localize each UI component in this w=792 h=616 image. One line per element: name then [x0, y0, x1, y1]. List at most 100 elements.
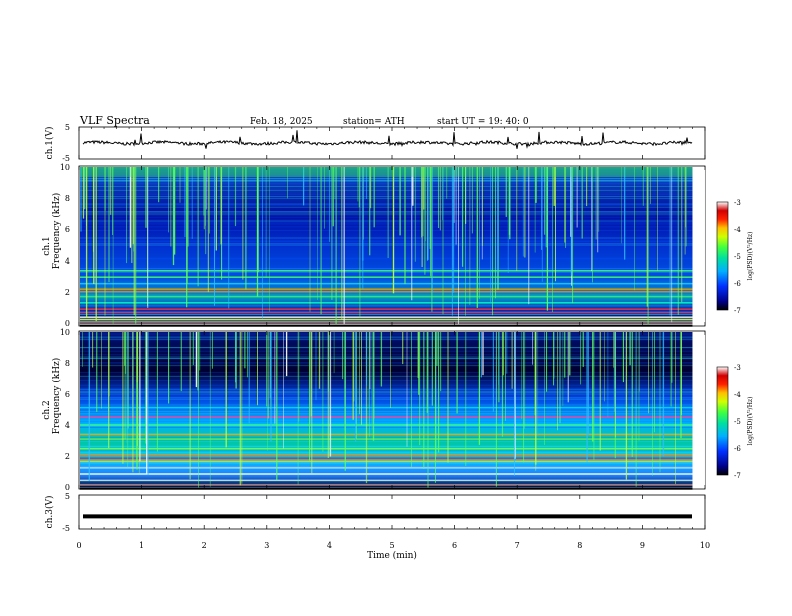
band-texture-41 [80, 317, 693, 319]
band-texture-49 [80, 169, 693, 171]
ch2-freq-tick-10: 10 [60, 328, 70, 337]
band-texture-0 [80, 347, 693, 349]
ch1-spectrogram-image [80, 167, 705, 327]
band-texture-31 [80, 244, 693, 246]
band-texture-22 [80, 335, 693, 337]
figure-start-ut: start UT = 19: 40: 0 [437, 117, 529, 127]
band-texture-4 [80, 389, 693, 391]
band-texture-7 [80, 426, 693, 428]
band-texture-5 [80, 462, 693, 463]
spectral-line-4 [80, 438, 693, 440]
band-texture-40 [80, 211, 693, 213]
ch1-waveform-trace [82, 130, 693, 149]
band-texture-33 [80, 241, 693, 242]
ch2-freq-tick-2: 2 [65, 452, 70, 461]
band-texture-20 [80, 362, 693, 363]
band-texture-51 [80, 178, 693, 180]
time-tick-label-2: 2 [202, 541, 207, 550]
ch2-freq-tick-8: 8 [65, 359, 70, 368]
band-texture-45 [80, 237, 693, 239]
spectral-line-3 [80, 318, 693, 321]
ch1-cbar-tick-m6: -6 [734, 280, 741, 288]
spectral-line-9 [80, 466, 693, 469]
ch1-cbar-tick-m5: -5 [734, 253, 741, 261]
band-texture-24 [80, 439, 693, 441]
ch1-cbar-tick-m3: -3 [734, 199, 741, 207]
band-texture-24 [80, 322, 693, 324]
band-texture-37 [80, 293, 693, 295]
spectral-line-5 [80, 323, 693, 326]
band-texture-10 [80, 433, 693, 435]
figure-station: station= ATH [343, 117, 405, 127]
ch1-freq-tick-10: 10 [60, 163, 70, 172]
ch1-freq-tick-8: 8 [65, 194, 70, 203]
time-tick-label-7: 7 [515, 541, 520, 550]
band-texture-8 [80, 178, 693, 180]
spectral-line-0 [80, 308, 693, 310]
ch1-colorbar-label: log(PSD)(V²/Hz) [747, 232, 754, 281]
no-data-area [692, 167, 705, 325]
ch1-ytick-bottom: -5 [62, 154, 70, 163]
band-texture-32 [80, 186, 693, 187]
band-texture-38 [80, 358, 693, 359]
ch1-cbar-tick-m7: -7 [734, 307, 741, 315]
band-texture-10 [80, 240, 693, 242]
band-texture-43 [80, 258, 693, 260]
ch3-waveform-panel: 5 -5 ch.3(V) [44, 492, 706, 533]
spectral-line-10 [80, 473, 693, 475]
band-texture-15 [80, 314, 693, 315]
spectral-line-6 [80, 290, 693, 293]
time-tick-label-1: 1 [139, 541, 144, 550]
ch1-spec-ylabel-channel: ch.1 [42, 236, 52, 255]
spectral-line-11 [80, 479, 693, 482]
band-texture-45 [80, 375, 693, 377]
dc-band [80, 324, 693, 327]
band-texture-49 [80, 440, 693, 442]
band-texture-35 [80, 482, 693, 484]
band-texture-13 [80, 204, 693, 206]
band-texture-42 [80, 339, 693, 341]
band-texture-27 [80, 258, 693, 260]
band-texture-21 [80, 389, 693, 391]
band-texture-53 [80, 454, 693, 455]
band-texture-25 [80, 295, 693, 297]
ch2-colorbar: -3 -4 -5 -6 -7 log(PSD)(V²/Hz) [716, 364, 754, 480]
band-texture-29 [80, 212, 693, 214]
band-texture-25 [80, 445, 693, 447]
ch2-cbar-tick-m5: -5 [734, 418, 741, 426]
ch2-cbar-tick-m3: -3 [734, 364, 741, 372]
band-texture-23 [80, 203, 693, 205]
time-tick-label-8: 8 [577, 541, 582, 550]
band-texture-9 [80, 332, 693, 334]
band-texture-35 [80, 189, 693, 191]
band-texture-55 [80, 391, 693, 392]
band-texture-5 [80, 216, 693, 218]
band-texture-1 [80, 223, 693, 225]
band-texture-59 [80, 380, 693, 381]
band-texture-0 [80, 226, 693, 228]
band-texture-2 [80, 449, 693, 451]
spectral-line-12 [80, 484, 693, 486]
spectral-line-10 [80, 270, 693, 272]
band-texture-29 [80, 410, 693, 412]
spectral-line-9 [80, 276, 693, 278]
spectral-line-1 [80, 311, 693, 314]
spectral-line-8 [80, 295, 693, 298]
band-texture-38 [80, 313, 693, 315]
band-texture-8 [80, 365, 693, 367]
spectral-line-5 [80, 447, 693, 450]
band-texture-12 [80, 203, 693, 205]
band-texture-51 [80, 336, 693, 338]
band-texture-11 [80, 257, 693, 259]
band-texture-2 [80, 197, 693, 199]
ch1-colorbar-gradient [716, 201, 729, 311]
figure-date: Feb. 18, 2025 [250, 117, 313, 127]
band-texture-47 [80, 279, 693, 280]
ch1-waveform-ylabel: ch.1(V) [44, 127, 55, 160]
spectral-line-11 [80, 302, 693, 304]
band-texture-31 [80, 384, 693, 386]
ch2-cbar-tick-m4: -4 [734, 391, 741, 399]
band-texture-26 [80, 363, 693, 365]
band-texture-30 [80, 479, 693, 481]
